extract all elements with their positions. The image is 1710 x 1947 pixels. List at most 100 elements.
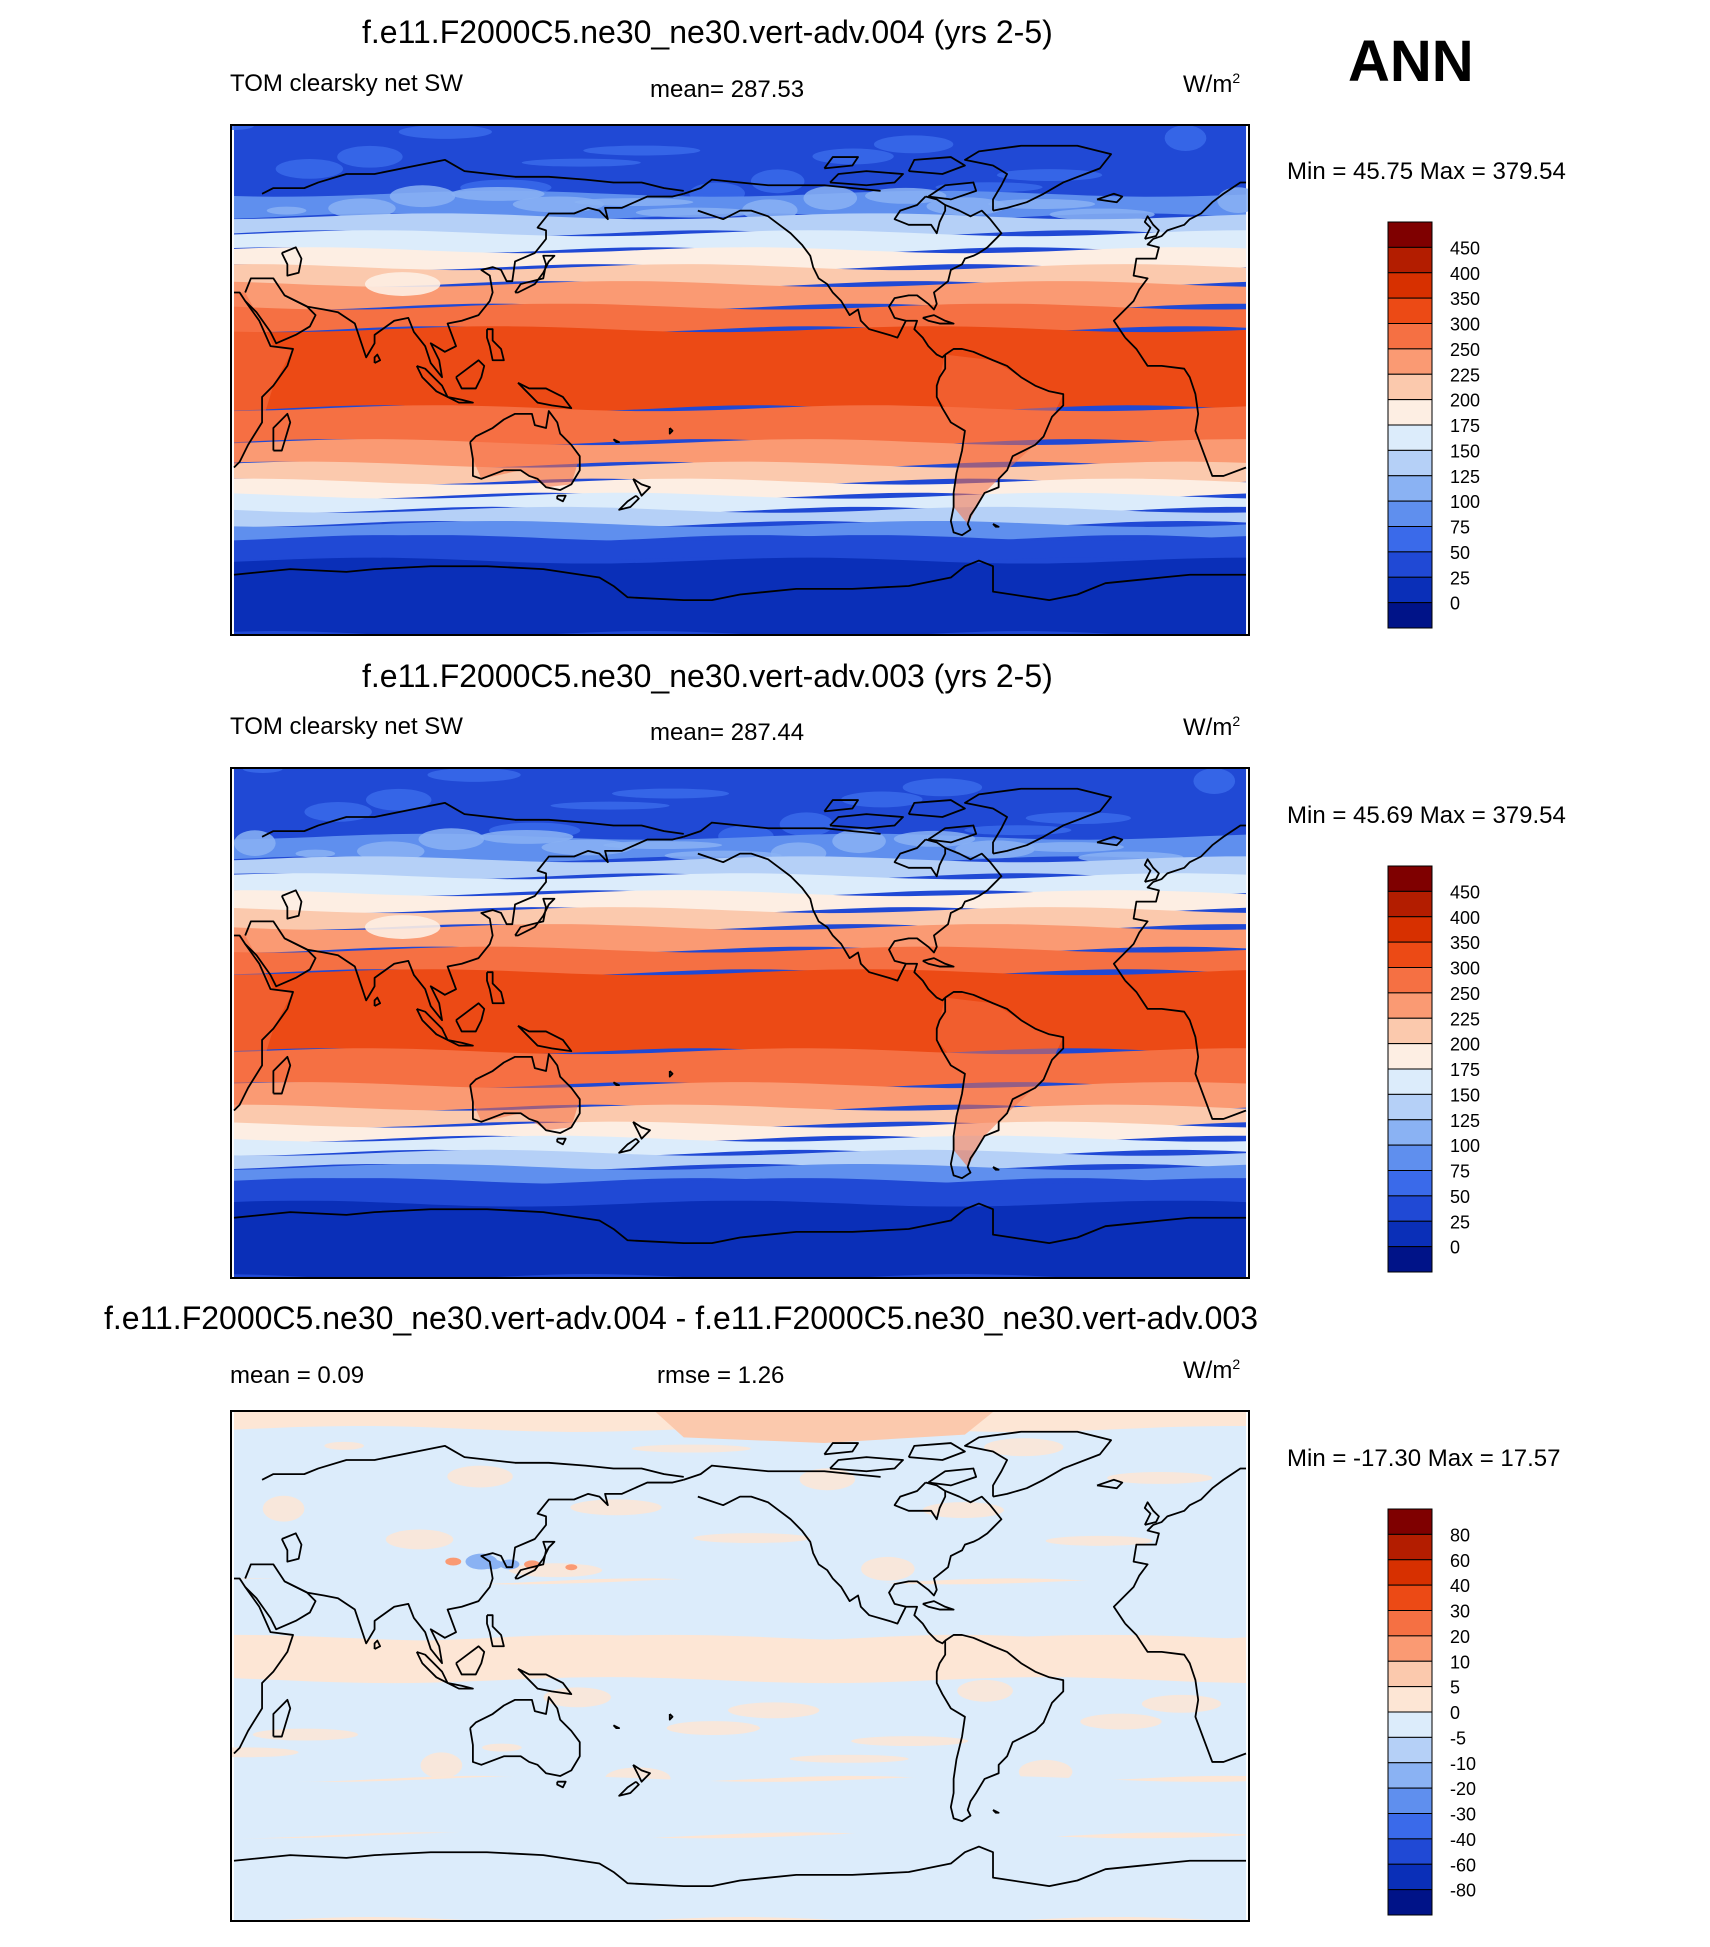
coastline xyxy=(514,254,556,294)
coastline xyxy=(1112,181,1247,339)
plateau-patch xyxy=(364,272,441,296)
contour-patch xyxy=(635,207,753,218)
colorbar-tick-label: 200 xyxy=(1450,391,1480,411)
contour-patch xyxy=(328,198,396,219)
panel2-variable: TOM clearsky net SW xyxy=(230,713,463,740)
coastline xyxy=(935,1634,1065,1823)
contour-patch xyxy=(926,197,1006,216)
coastline xyxy=(888,838,1003,965)
coastline xyxy=(612,1081,621,1087)
contour-patch xyxy=(666,1721,760,1736)
contour-band xyxy=(233,873,1247,897)
coastline xyxy=(927,824,978,844)
colorbar-tick-label: 25 xyxy=(1450,568,1470,588)
coastline xyxy=(888,195,1003,322)
colorbar-tick-label: 0 xyxy=(1450,1238,1460,1258)
colorbar-tick-label: 150 xyxy=(1450,1085,1480,1105)
coastline xyxy=(612,438,621,444)
greenland-fill xyxy=(908,157,965,175)
colorbar-tick-label: 80 xyxy=(1450,1525,1470,1545)
colorbar-box xyxy=(1387,1119,1433,1146)
coastline xyxy=(632,1121,651,1140)
colorbar-tick-label: -40 xyxy=(1450,1830,1476,1850)
panel2-mean: mean= 287.44 xyxy=(650,719,805,746)
contour-patch xyxy=(861,1556,915,1581)
contour-patch xyxy=(550,801,670,810)
contour-patch xyxy=(451,186,545,201)
colorbar-tick-label: 20 xyxy=(1450,1627,1470,1647)
panel1-minmax: Min = 45.75 Max = 379.54 xyxy=(1287,158,1566,185)
contour-patch xyxy=(295,849,336,858)
contour-patch xyxy=(728,1702,820,1719)
contour-band xyxy=(233,326,1247,412)
coastline xyxy=(612,1724,621,1730)
contour-patch xyxy=(232,1747,299,1758)
contour-patch xyxy=(935,182,1043,193)
colorbar-tick-label: 175 xyxy=(1450,416,1480,436)
colorbar-tick-label: -10 xyxy=(1450,1754,1476,1774)
land-tint xyxy=(233,935,294,1111)
colorbar-tick-label: 5 xyxy=(1450,1678,1460,1698)
colorbar-box xyxy=(1387,1736,1433,1764)
colorbar-tick-label: 450 xyxy=(1450,238,1480,258)
panel3-units: W/m2 xyxy=(1183,1356,1241,1384)
contour-patch xyxy=(984,1438,1064,1457)
contour-patch xyxy=(324,1441,364,1450)
coastline xyxy=(556,1137,567,1146)
colorbar-tick-label: 200 xyxy=(1450,1035,1480,1055)
colorbar-box xyxy=(1387,992,1433,1019)
contour-patch xyxy=(832,829,886,854)
colorbar-box xyxy=(1387,1686,1433,1713)
contour-patch xyxy=(233,830,276,857)
coastline xyxy=(373,996,382,1007)
contour-patch xyxy=(389,185,456,208)
contour-patch xyxy=(803,186,858,211)
colorbar-box xyxy=(1387,221,1433,248)
greenland-fill xyxy=(908,800,965,818)
panel3-rmse: rmse = 1.26 xyxy=(657,1362,785,1389)
colorbar-tick-label: 350 xyxy=(1450,933,1480,953)
coastline xyxy=(823,156,859,170)
coastline xyxy=(272,412,292,452)
coastline xyxy=(233,1845,1247,1888)
contour-band xyxy=(233,281,1247,310)
colorbar-box xyxy=(1387,1093,1433,1121)
coastline xyxy=(697,852,946,1002)
coastline xyxy=(893,838,947,878)
coastline xyxy=(964,144,1112,212)
colorbar-box xyxy=(1387,602,1433,629)
coastline xyxy=(486,1614,505,1648)
contour-patch xyxy=(902,778,983,797)
colorbar-box xyxy=(1387,475,1433,502)
coastline xyxy=(992,1809,1000,1814)
coastline xyxy=(469,1053,581,1134)
colorbar-tick-label: -5 xyxy=(1450,1728,1466,1748)
colorbar-tick-label: 75 xyxy=(1450,1162,1470,1182)
coastline xyxy=(517,1667,573,1696)
colorbar-box xyxy=(1387,967,1433,994)
colorbar-box xyxy=(1387,399,1433,426)
colorbar-box xyxy=(1387,865,1433,892)
contour-patch xyxy=(873,135,954,154)
coastline xyxy=(992,523,1000,528)
colorbar-tick-label: 25 xyxy=(1450,1212,1470,1232)
contour-patch xyxy=(789,1754,909,1763)
colorbar-box xyxy=(1387,1584,1433,1611)
coastline xyxy=(233,559,1247,602)
panel2-minmax: Min = 45.69 Max = 379.54 xyxy=(1287,802,1566,829)
contour-band xyxy=(233,1634,1247,1684)
colorbar-tick-label: 225 xyxy=(1450,365,1480,385)
contour-patch xyxy=(1016,842,1124,853)
colorbar-box xyxy=(1387,424,1433,451)
coastline xyxy=(281,889,303,920)
coastline xyxy=(927,181,978,201)
colorbar-tick-label: 250 xyxy=(1450,984,1480,1004)
coastline xyxy=(373,353,382,364)
panel3-colorbar: 80 60 40 30 20 10 5 0 -5 -10 -20 -30 -40 -60 -80 xyxy=(1387,1508,1476,1916)
coastline xyxy=(1096,835,1124,847)
contour-patch xyxy=(337,145,403,168)
contour-patch xyxy=(1025,812,1131,825)
panel2-title: f.e11.F2000C5.ne30_ne30.vert-adv.003 (yr… xyxy=(362,658,1053,694)
panel2-units: W/m2 xyxy=(1183,713,1241,741)
colorbar-box xyxy=(1387,1787,1433,1814)
